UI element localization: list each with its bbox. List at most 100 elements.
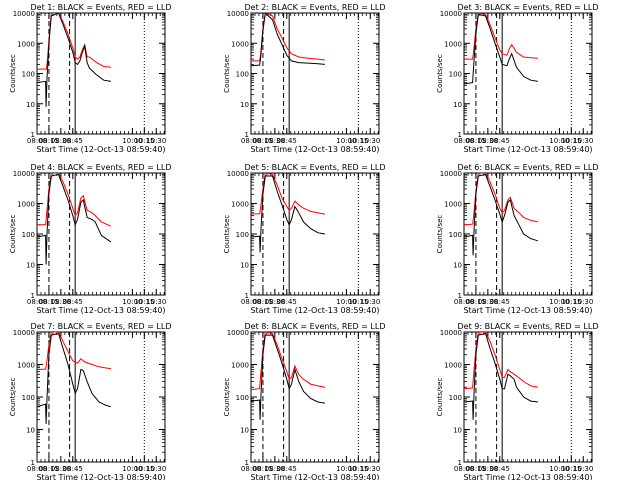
y-axis-label: Counts/sec <box>223 54 231 93</box>
y-axis-label: Counts/sec <box>9 54 17 93</box>
series-line-black <box>251 334 325 420</box>
series-line-red <box>37 173 112 227</box>
plot-frame <box>250 172 380 296</box>
y-tick-label: 1000 <box>17 40 35 48</box>
y-tick-label: 1 <box>245 459 249 467</box>
x-tick-label: 08:15 <box>39 298 59 306</box>
y-tick-label: 100 <box>22 71 35 79</box>
y-tick-label: 10 <box>240 262 249 270</box>
y-tick-label: 100 <box>22 394 35 402</box>
x-tick-label: 08:15 <box>253 298 273 306</box>
x-tick-label: 08:45 <box>277 137 297 145</box>
series-line-red <box>251 332 325 390</box>
x-tick-label: 10:30 <box>360 137 380 145</box>
y-axis-label: Counts/sec <box>436 215 444 254</box>
x-tick-label: 10:00 <box>549 298 569 306</box>
x-tick-label: 08:00 <box>27 137 47 145</box>
series-line-black <box>37 173 112 265</box>
x-tick-label: 10:30 <box>573 137 593 145</box>
y-tick-label: 1 <box>31 131 35 139</box>
y-tick-label: 100 <box>236 394 249 402</box>
x-tick-label: 10:30 <box>146 298 166 306</box>
y-tick-label: 1 <box>31 292 35 300</box>
chart-title: Det 3: BLACK = Events, RED = LLD <box>458 3 599 12</box>
series-line-black <box>37 13 111 107</box>
series-line-black <box>37 332 112 424</box>
x-tick-label: 08:00 <box>241 465 261 473</box>
x-tick-label: 08:15 <box>466 465 486 473</box>
x-tick-label: 10:15 <box>348 465 368 473</box>
x-tick-label: 08:00 <box>454 137 474 145</box>
x-tick-label: 10:00 <box>549 465 569 473</box>
y-tick-label: 10000 <box>13 170 35 178</box>
chart-title: Det 1: BLACK = Events, RED = LLD <box>31 3 172 12</box>
y-tick-label: 1 <box>458 131 462 139</box>
y-tick-label: 10000 <box>227 329 249 337</box>
chart-panel-1: Det 1: BLACK = Events, RED = LLD 1 10 100 10… <box>9 3 171 154</box>
x-tick-label: 08:45 <box>63 298 83 306</box>
chart-panel-4: Det 4: BLACK = Events, RED = LLD 1 10 100 10… <box>9 163 171 315</box>
y-tick-label: 10 <box>26 101 35 109</box>
plot-frame <box>463 331 593 463</box>
y-axis-label: Counts/sec <box>223 215 231 254</box>
chart-title: Det 5: BLACK = Events, RED = LLD <box>245 163 386 172</box>
x-tick-label: 08:00 <box>241 298 261 306</box>
series-line-red <box>37 332 111 370</box>
y-tick-label: 10 <box>240 101 249 109</box>
plot-frame <box>36 12 166 135</box>
y-tick-label: 1 <box>458 292 462 300</box>
x-tick-label: 08:45 <box>490 137 510 145</box>
x-tick-label: 08:15 <box>466 298 486 306</box>
x-tick-label: 08:45 <box>277 298 297 306</box>
x-axis-label: Start Time (12-Oct-13 08:59:40) <box>36 145 165 154</box>
y-tick-label: 1 <box>31 459 35 467</box>
y-tick-label: 10 <box>240 427 249 435</box>
y-tick-label: 10000 <box>227 170 249 178</box>
series-line-red <box>464 332 538 390</box>
x-tick-label: 08:15 <box>39 137 59 145</box>
chart-panel-3: Det 3: BLACK = Events, RED = LLD 1 10 100 10… <box>436 3 598 154</box>
chart-panel-2: Det 2: BLACK = Events, RED = LLD 1 10 100 10… <box>223 3 385 154</box>
x-tick-label: 10:15 <box>561 298 581 306</box>
x-tick-label: 10:30 <box>573 298 593 306</box>
series-line-black <box>464 13 538 85</box>
x-tick-label: 10:30 <box>573 465 593 473</box>
x-tick-label: 08:45 <box>63 465 83 473</box>
x-tick-label: 08:45 <box>490 465 510 473</box>
y-axis-label: Counts/sec <box>9 378 17 417</box>
x-tick-label: 08:15 <box>253 465 273 473</box>
x-tick-label: 08:30 <box>478 298 498 306</box>
series-line-red <box>464 13 538 60</box>
x-tick-label: 08:30 <box>478 465 498 473</box>
y-tick-label: 1000 <box>231 40 249 48</box>
y-tick-label: 1000 <box>231 362 249 370</box>
x-tick-label: 08:45 <box>490 298 510 306</box>
x-tick-label: 10:00 <box>122 137 142 145</box>
chart-panel-7: Det 7: BLACK = Events, RED = LLD 1 10 100 10… <box>9 322 171 480</box>
chart-panel-8: Det 8: BLACK = Events, RED = LLD 1 10 100 10… <box>223 322 385 480</box>
x-tick-label: 10:30 <box>146 465 166 473</box>
y-tick-label: 1000 <box>17 201 35 209</box>
chart-title: Det 4: BLACK = Events, RED = LLD <box>31 163 172 172</box>
y-tick-label: 1000 <box>444 362 462 370</box>
x-tick-label: 08:00 <box>27 465 47 473</box>
y-tick-label: 1000 <box>17 362 35 370</box>
series-line-black <box>251 13 325 67</box>
chart-title: Det 6: BLACK = Events, RED = LLD <box>458 163 599 172</box>
y-tick-label: 100 <box>449 71 462 79</box>
x-tick-label: 10:15 <box>348 298 368 306</box>
series-line-black <box>464 173 539 256</box>
y-tick-label: 100 <box>22 231 35 239</box>
x-tick-label: 10:00 <box>549 137 569 145</box>
x-tick-label: 10:00 <box>336 298 356 306</box>
chart-panel-9: Det 9: BLACK = Events, RED = LLD 1 10 100 10… <box>436 322 598 480</box>
x-tick-label: 10:00 <box>336 137 356 145</box>
y-tick-label: 10 <box>453 427 462 435</box>
y-tick-label: 10000 <box>440 329 462 337</box>
x-tick-label: 10:30 <box>360 298 380 306</box>
y-tick-label: 100 <box>236 231 249 239</box>
x-tick-label: 08:45 <box>277 465 297 473</box>
chart-panel-5: Det 5: BLACK = Events, RED = LLD 1 10 100 10… <box>223 163 385 315</box>
x-axis-label: Start Time (12-Oct-13 08:59:40) <box>36 306 165 315</box>
